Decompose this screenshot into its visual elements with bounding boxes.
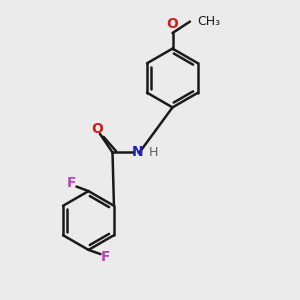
Text: O: O (91, 122, 103, 136)
Text: N: N (132, 146, 144, 159)
Text: O: O (167, 17, 178, 31)
Text: F: F (101, 250, 111, 264)
Text: H: H (149, 146, 158, 159)
Text: CH₃: CH₃ (197, 15, 220, 28)
Text: F: F (66, 176, 76, 190)
